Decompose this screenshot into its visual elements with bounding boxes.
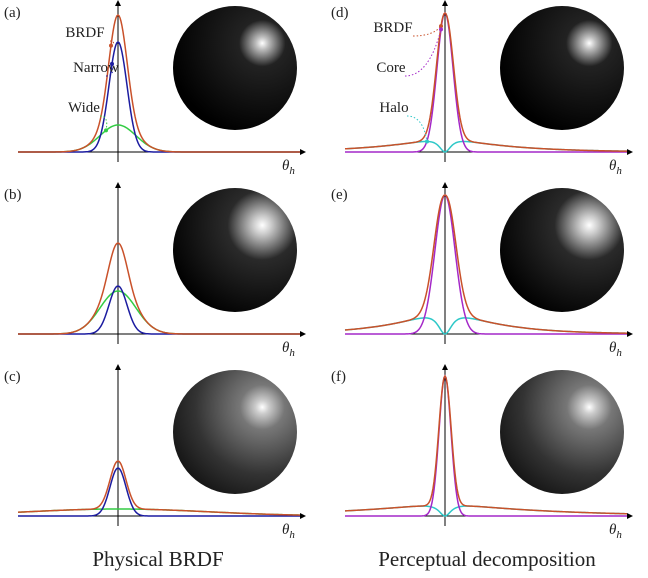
x-arrow <box>300 149 306 155</box>
leader-dot <box>104 128 108 133</box>
column-caption: Perceptual decomposition <box>378 547 596 571</box>
axis-subscript: h <box>616 347 622 359</box>
sphere <box>173 188 297 312</box>
curve <box>344 12 628 152</box>
y-arrow <box>115 182 121 188</box>
leader-line <box>406 115 428 142</box>
leader-line <box>404 29 442 77</box>
panel: (b) θh <box>4 182 306 359</box>
curve-annotation: Wide <box>68 100 100 116</box>
panel: (c) θh <box>4 364 306 541</box>
leader-dot <box>110 61 114 66</box>
curve <box>344 194 628 334</box>
leader-dot <box>439 27 443 32</box>
axis-subscript: h <box>289 347 295 359</box>
curve-annotation: BRDF <box>373 20 412 36</box>
panel-label: (c) <box>4 369 21 385</box>
x-arrow <box>627 149 633 155</box>
axis-symbol: θ <box>609 158 617 174</box>
panel-label: (a) <box>4 5 21 21</box>
y-arrow <box>442 364 448 370</box>
axis-symbol: θ <box>282 158 290 174</box>
axis-label: θh <box>282 522 295 541</box>
curve-annotation: Core <box>376 60 406 76</box>
leader-line <box>99 115 108 131</box>
axis-symbol: θ <box>282 522 290 538</box>
curve <box>18 124 300 153</box>
x-arrow <box>300 513 306 519</box>
sphere <box>500 370 624 494</box>
axis-label: θh <box>609 158 622 177</box>
y-arrow <box>442 182 448 188</box>
y-arrow <box>115 364 121 370</box>
axis-symbol: θ <box>282 340 290 356</box>
axis-symbol: θ <box>609 340 617 356</box>
panel: (d) θh BRDF Core Halo <box>331 0 633 177</box>
sphere <box>173 6 297 130</box>
axis-subscript: h <box>289 529 295 541</box>
panel: (e) θh <box>331 182 633 359</box>
leader-dot <box>439 24 443 29</box>
y-arrow <box>115 0 121 6</box>
x-arrow <box>627 331 633 337</box>
panel-label: (d) <box>331 5 349 21</box>
panel: (f) θh <box>331 364 633 541</box>
leader-line <box>412 25 442 37</box>
axis-label: θh <box>609 522 622 541</box>
axis-subscript: h <box>289 165 295 177</box>
curve <box>17 460 301 516</box>
axis-label: θh <box>282 158 295 177</box>
curve <box>345 374 627 517</box>
column-caption: Physical BRDF <box>92 547 223 571</box>
axis-label: θh <box>282 340 295 359</box>
x-arrow <box>300 331 306 337</box>
curve <box>18 242 300 335</box>
sphere <box>173 370 297 494</box>
axis-subscript: h <box>616 165 622 177</box>
curve <box>18 467 300 517</box>
panel-label: (b) <box>4 187 22 203</box>
curve-annotation: Halo <box>379 100 408 116</box>
panel-label: (f) <box>331 369 346 385</box>
panel: (a) θh BRDF Narrow Wide <box>4 0 306 177</box>
curve <box>345 194 627 335</box>
y-arrow <box>442 0 448 6</box>
leader-dot <box>425 139 429 144</box>
leader-dot <box>109 43 113 48</box>
curve-annotation: Narrow <box>73 60 119 76</box>
sphere <box>500 188 624 312</box>
axis-label: θh <box>609 340 622 359</box>
curve <box>18 14 300 153</box>
axis-subscript: h <box>616 529 622 541</box>
curve <box>345 11 627 153</box>
panel-label: (e) <box>331 187 348 203</box>
sphere <box>500 6 624 130</box>
curve-annotation: BRDF <box>65 25 104 41</box>
axis-symbol: θ <box>609 522 617 538</box>
curve <box>344 374 628 515</box>
x-arrow <box>627 513 633 519</box>
